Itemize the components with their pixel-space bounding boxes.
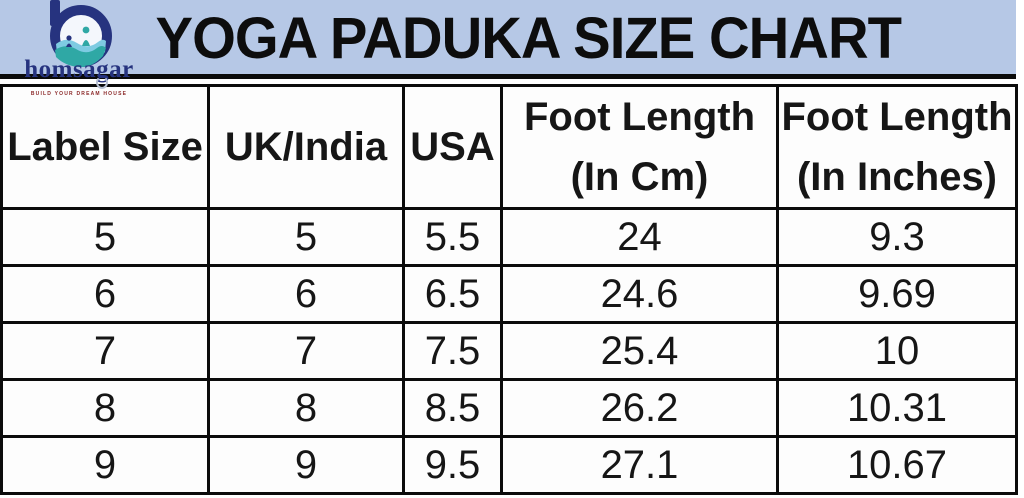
table-row: 5 5 5.5 24 9.3 xyxy=(0,207,1018,267)
logo-flourish xyxy=(96,76,108,89)
homsagar-logo-icon xyxy=(50,0,112,68)
title-banner: YOGA PADUKA SIZE CHART xyxy=(0,0,1016,79)
cell-foot-cm: 24.6 xyxy=(500,264,779,324)
size-chart-table: Label Size UK/India USA Foot Length (In … xyxy=(0,84,1018,495)
cell-usa: 7.5 xyxy=(402,321,503,381)
table-header: Label Size UK/India USA Foot Length (In … xyxy=(0,84,1018,210)
cell-foot-cm: 26.2 xyxy=(500,378,779,438)
cell-usa: 5.5 xyxy=(402,207,503,267)
column-header-foot-length-inches: Foot Length (In Inches) xyxy=(776,84,1018,210)
cell-uk-india: 9 xyxy=(207,435,405,495)
table-body: 5 5 5.5 24 9.3 6 6 6.5 24.6 9.69 7 7 7.5… xyxy=(0,207,1018,495)
table-row: 9 9 9.5 27.1 10.67 xyxy=(0,435,1018,495)
cell-usa: 6.5 xyxy=(402,264,503,324)
table-row: 6 6 6.5 24.6 9.69 xyxy=(0,264,1018,324)
cell-uk-india: 5 xyxy=(207,207,405,267)
header-line-1: Foot Length xyxy=(523,95,756,139)
header-line-1: Foot Length xyxy=(781,95,1013,139)
column-header-uk-india: UK/India xyxy=(207,84,405,210)
cell-label-size: 6 xyxy=(0,264,210,324)
cell-foot-inches: 10.67 xyxy=(776,435,1018,495)
cell-foot-inches: 9.3 xyxy=(776,207,1018,267)
cell-label-size: 9 xyxy=(0,435,210,495)
cell-uk-india: 8 xyxy=(207,378,405,438)
column-header-foot-length-cm: Foot Length (In Cm) xyxy=(500,84,779,210)
cell-foot-inches: 10.31 xyxy=(776,378,1018,438)
brand-tagline: BUILD YOUR DREAM HOUSE xyxy=(28,90,130,98)
cell-foot-inches: 10 xyxy=(776,321,1018,381)
table-row: 7 7 7.5 25.4 10 xyxy=(0,321,1018,381)
cell-uk-india: 6 xyxy=(207,264,405,324)
cell-uk-india: 7 xyxy=(207,321,405,381)
brand-logo: homsagar BUILD YOUR DREAM HOUSE xyxy=(4,0,154,98)
header-row: Label Size UK/India USA Foot Length (In … xyxy=(0,84,1018,210)
cell-label-size: 8 xyxy=(0,378,210,438)
cell-usa: 8.5 xyxy=(402,378,503,438)
cell-label-size: 7 xyxy=(0,321,210,381)
column-header-label-size: Label Size xyxy=(0,84,210,210)
column-header-usa: USA xyxy=(402,84,503,210)
brand-name: homsagar xyxy=(24,56,134,83)
cell-usa: 9.5 xyxy=(402,435,503,495)
header-line-2: (In Inches) xyxy=(796,155,998,199)
cell-foot-cm: 27.1 xyxy=(500,435,779,495)
cell-foot-cm: 25.4 xyxy=(500,321,779,381)
header-line-2: (In Cm) xyxy=(570,155,709,199)
cell-label-size: 5 xyxy=(0,207,210,267)
page-title: YOGA PADUKA SIZE CHART xyxy=(155,5,901,71)
cell-foot-cm: 24 xyxy=(500,207,779,267)
cell-foot-inches: 9.69 xyxy=(776,264,1018,324)
table-row: 8 8 8.5 26.2 10.31 xyxy=(0,378,1018,438)
